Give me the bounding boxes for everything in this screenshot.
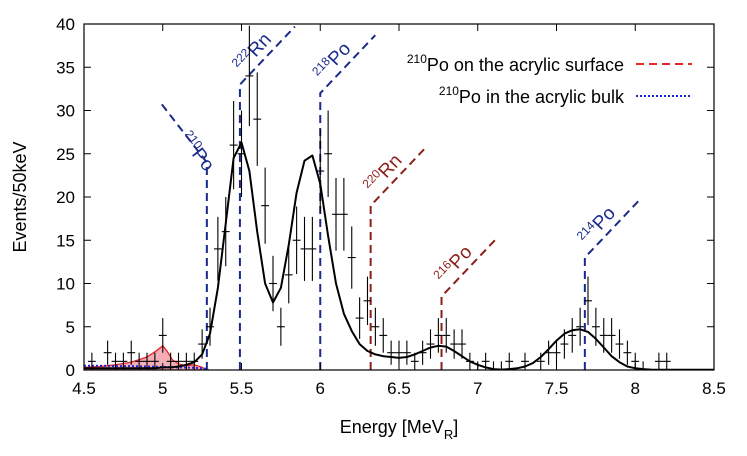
y-tick-label: 25 — [56, 145, 75, 164]
data-point — [324, 110, 333, 197]
data-point — [284, 246, 293, 304]
data-point — [206, 307, 214, 346]
annotation-line — [238, 25, 296, 370]
annotation-line — [319, 34, 376, 370]
plot-frame — [83, 23, 715, 371]
data-point — [426, 329, 435, 359]
x-tick-label: 5 — [158, 379, 167, 398]
data-point — [450, 329, 459, 359]
legend-label-bulk: 210Po in the acrylic bulk — [439, 84, 625, 107]
data-point — [552, 340, 561, 365]
y-tick-label: 20 — [56, 188, 75, 207]
data-point — [143, 352, 151, 370]
data-point — [300, 216, 309, 281]
x-tick-label: 6.5 — [387, 379, 411, 398]
y-axis-title: Events/50keV — [10, 141, 30, 252]
data-point — [434, 318, 443, 353]
data-point — [363, 276, 372, 326]
data-point — [497, 361, 506, 370]
data-point — [229, 100, 238, 190]
data-point — [355, 297, 364, 339]
data-point — [654, 352, 663, 370]
tick-labels-layer: 4.5 5 5.5 6 6.5 7 7.5 8 8.5 0 5 10 15 20 25 30 35 40 — [56, 15, 726, 398]
data-point — [615, 329, 624, 359]
y-tick-label: 5 — [66, 318, 75, 337]
x-tick-label: 6 — [316, 379, 325, 398]
annotations-layer: 210Po 222Rn 218Po 220Rn 216Po 214Po — [161, 25, 641, 370]
x-tick-label: 8.5 — [702, 379, 726, 398]
surface-fill-layer — [84, 344, 208, 370]
data-point — [111, 352, 120, 370]
annotation-line — [369, 146, 427, 370]
data-point — [395, 340, 403, 365]
data-point — [332, 177, 340, 251]
x-axis-title: Energy [MeVR] — [340, 417, 458, 442]
data-point — [387, 340, 396, 365]
axes-layer — [83, 23, 715, 371]
data-point — [458, 329, 466, 359]
annotation-218po: 218Po — [309, 34, 376, 370]
data-point — [576, 307, 585, 346]
annotation-line — [161, 103, 208, 370]
data-point — [158, 318, 167, 353]
legend-label-surface: 210Po on the acrylic surface — [407, 52, 624, 75]
data-point — [182, 352, 191, 370]
data-point — [245, 25, 254, 127]
x-tick-label: 7.5 — [545, 379, 569, 398]
annotation-label: 218Po — [309, 37, 355, 84]
data-point — [607, 318, 616, 353]
y-tick-label: 10 — [56, 275, 75, 294]
data-point — [127, 340, 136, 365]
y-tick-label: 40 — [56, 15, 75, 34]
annotation-label: 210Po — [175, 127, 220, 175]
data-point — [135, 352, 144, 370]
y-tick-label: 15 — [56, 231, 75, 250]
annotation-220rn: 220Rn — [359, 146, 427, 370]
data-point — [402, 340, 411, 365]
data-point — [584, 276, 592, 326]
annotation-element: Po — [187, 144, 218, 175]
x-tick-label: 7 — [473, 379, 482, 398]
data-point — [339, 177, 348, 251]
annotation-214po: 214Po — [574, 198, 641, 370]
y-tick-label: 0 — [66, 361, 75, 380]
annotation-label: 214Po — [574, 202, 620, 249]
y-tick-label: 35 — [56, 58, 75, 77]
data-point — [87, 352, 96, 370]
data-point — [308, 216, 317, 281]
annotation-label: 222Rn — [229, 28, 276, 76]
data-points-layer — [87, 25, 671, 370]
surface-component-area — [84, 344, 208, 370]
data-point — [253, 72, 262, 166]
y-tick-label: 30 — [56, 102, 75, 121]
annotation-222rn: 222Rn — [229, 25, 296, 370]
data-point — [276, 307, 285, 346]
fit-layer — [84, 141, 714, 370]
x-tick-label: 8 — [631, 379, 640, 398]
data-point — [347, 226, 356, 289]
data-point — [119, 352, 128, 370]
data-point — [261, 167, 270, 244]
data-point — [623, 340, 632, 365]
x-tick-label: 4.5 — [72, 379, 96, 398]
data-point — [213, 216, 222, 281]
data-point — [410, 352, 419, 370]
data-point — [379, 318, 388, 353]
data-point — [662, 352, 671, 370]
data-point — [103, 340, 112, 365]
data-point — [371, 307, 380, 346]
data-point — [568, 318, 577, 353]
data-point — [536, 352, 545, 370]
x-tick-label: 5.5 — [230, 379, 254, 398]
data-point — [150, 352, 159, 370]
data-point — [505, 352, 514, 370]
fit-curve — [84, 141, 714, 370]
data-point — [292, 206, 301, 274]
annotation-216po: 216Po — [430, 237, 498, 370]
legend: 210Po on the acrylic surface 210Po in th… — [407, 52, 692, 107]
annotation-label: 216Po — [430, 241, 476, 288]
annotation-label: 220Rn — [359, 149, 406, 197]
